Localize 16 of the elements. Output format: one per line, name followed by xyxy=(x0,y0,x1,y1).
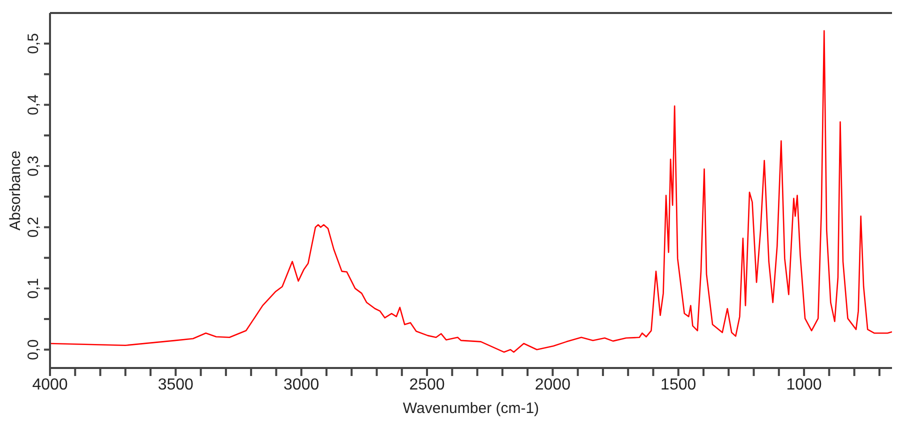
y-tick-label: 0,0 xyxy=(25,339,42,360)
y-tick-label: 0,4 xyxy=(25,94,42,116)
x-tick-label: 4000 xyxy=(32,376,68,394)
x-tick-label: 2000 xyxy=(534,376,571,394)
x-tick-label: 2500 xyxy=(409,376,445,394)
x-tick-label: 1500 xyxy=(660,376,696,394)
y-axis-title: Absorbance xyxy=(7,150,24,231)
y-tick-label: 0,3 xyxy=(25,156,42,176)
x-tick-label: 3000 xyxy=(284,376,320,394)
line-series xyxy=(50,30,892,353)
x-axis-title: Wavenumber (cm-1) xyxy=(402,400,540,417)
y-tick-label: 0,1 xyxy=(25,278,42,299)
y-tick-label: 0,5 xyxy=(25,33,42,54)
x-tick-label: 1000 xyxy=(786,376,822,394)
y-tick-label: 0,2 xyxy=(25,216,42,238)
x-tick-label: 3500 xyxy=(158,376,194,394)
